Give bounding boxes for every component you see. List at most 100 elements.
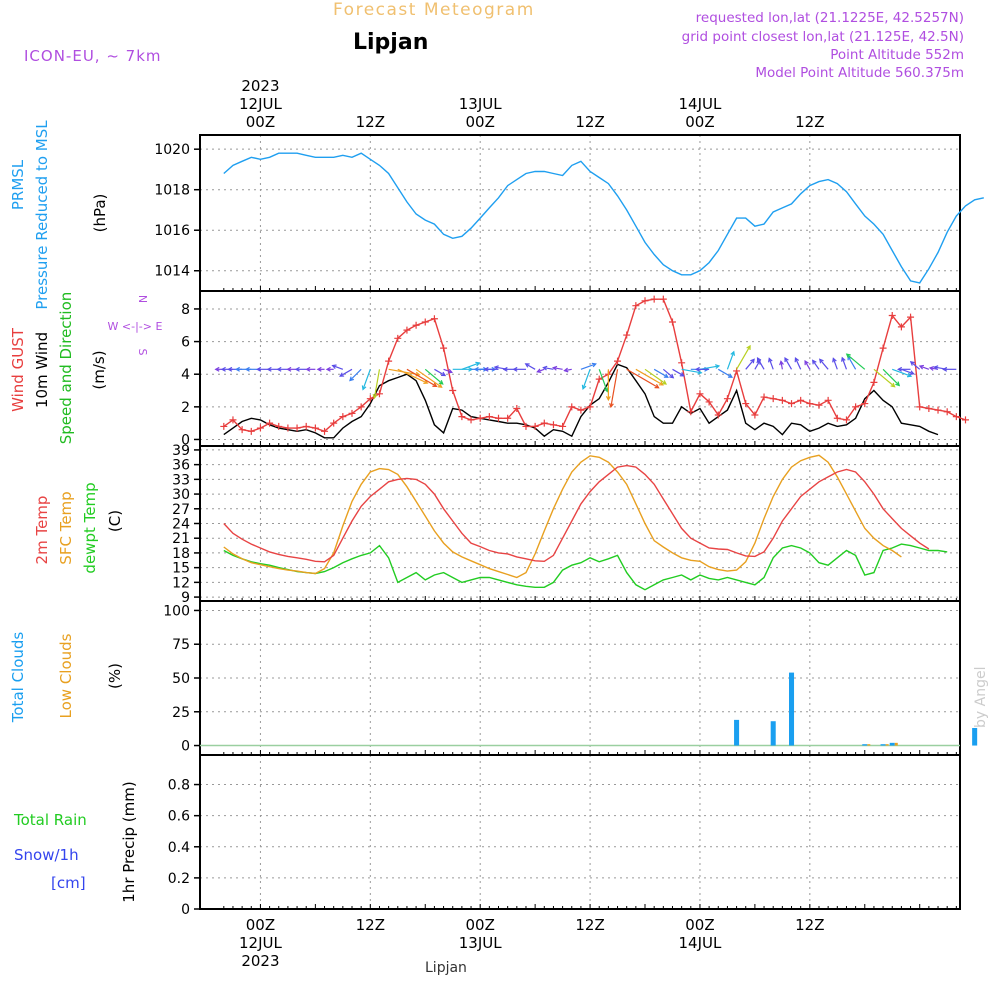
wind-arrow-head — [658, 381, 664, 386]
wind-arrow — [644, 368, 667, 385]
gust-marker — [247, 427, 255, 435]
wind-arrow-head — [768, 357, 773, 363]
wind-arrow-head — [756, 356, 762, 363]
gust-marker — [485, 413, 493, 421]
gust-marker — [568, 403, 576, 411]
time-label-bottom: 00Z — [466, 916, 495, 934]
y-tick-label: 0 — [181, 739, 190, 755]
wind-arrow — [582, 369, 591, 389]
wind-arrow — [745, 358, 755, 370]
low-cloud-bar — [885, 744, 889, 746]
total-cloud-bar — [889, 742, 895, 746]
gust-marker — [668, 318, 676, 326]
wind-arrow-head — [276, 366, 282, 372]
wind-arrow — [901, 368, 914, 375]
gust-marker — [421, 318, 429, 326]
label-cm: [cm] — [51, 874, 86, 892]
wind-arrow-head — [845, 353, 851, 359]
precip-panel: 0 0.2 0.4 0.6 0.8 — [168, 754, 961, 918]
wind-arrow — [406, 368, 437, 387]
label-dewpt-temp: dewpt Temp — [81, 482, 99, 573]
gust-marker — [897, 323, 905, 331]
y-tick-label: 2 — [181, 400, 190, 416]
gust-marker — [696, 390, 704, 398]
gust-marker — [632, 302, 640, 310]
gust-marker — [504, 414, 512, 422]
wind-arrow — [873, 368, 895, 388]
wind-arrow-head — [804, 360, 809, 366]
y-tick-label: 21 — [172, 531, 190, 547]
wind-arrow-head — [438, 380, 444, 385]
gust-marker — [760, 393, 768, 401]
wind-arrow-head — [812, 359, 817, 365]
wind-arrow — [832, 358, 838, 370]
gust-marker — [256, 424, 264, 432]
wind-arrow — [434, 368, 446, 376]
wind-arrow — [794, 357, 802, 370]
wind-arrow — [424, 368, 444, 385]
gust-marker — [467, 416, 475, 424]
gust-marker — [293, 424, 301, 432]
gust-marker — [403, 326, 411, 334]
gust-marker — [412, 321, 420, 329]
wind-arrow-head — [832, 357, 837, 363]
time-label-top: 12JUL — [239, 95, 282, 113]
gust-marker — [723, 395, 731, 403]
time-label-bottom: 14JUL — [679, 934, 722, 952]
wind-arrow-head — [591, 362, 597, 368]
wind-arrow — [443, 368, 453, 373]
y-tick-label: 1018 — [154, 183, 190, 199]
time-label-top: 00Z — [685, 113, 714, 131]
model-point-altitude: Model Point Altitude 560.375m — [755, 65, 964, 81]
gust-marker — [330, 419, 338, 427]
gust-marker — [495, 414, 503, 422]
wind-arrow-head — [909, 370, 915, 375]
gust-marker — [861, 400, 869, 408]
wind-arrow-head — [305, 366, 311, 372]
gust-marker — [961, 416, 969, 424]
gust-marker — [266, 419, 274, 427]
time-label-top: 2023 — [241, 77, 279, 95]
time-label-top: 00Z — [466, 113, 495, 131]
gust-marker — [366, 395, 374, 403]
gust-marker — [339, 413, 347, 421]
y-tick-label: 36 — [172, 458, 190, 474]
time-label-bottom: 12Z — [575, 916, 604, 934]
gust-marker — [476, 414, 484, 422]
label-celsius: (C) — [106, 510, 124, 532]
gust-marker — [229, 416, 237, 424]
label-precip-mm: 1hr Precip (mm) — [120, 781, 138, 902]
wind-arrow-head — [818, 358, 824, 364]
y-tick-label: 50 — [172, 671, 190, 687]
y-tick-label: 39 — [172, 443, 190, 459]
y-tick-label: 15 — [172, 561, 190, 577]
wind-arrow — [543, 366, 554, 370]
label-wind-gust: Wind GUST — [9, 327, 27, 412]
wind-arrow-head — [897, 366, 903, 372]
gust-marker — [394, 334, 402, 342]
gust-marker — [549, 421, 557, 429]
wind-panel: 0 2 4 6 8 — [181, 290, 969, 448]
y-tick-label: 1016 — [154, 223, 190, 239]
total-cloud-bar — [880, 744, 886, 746]
gust-marker — [714, 411, 722, 419]
gust-marker — [952, 413, 960, 421]
y-tick-label: 0.2 — [168, 871, 190, 887]
wind-arrow-head — [784, 356, 789, 363]
footer-location: Lipjan — [425, 960, 467, 976]
wind-arrow — [780, 361, 783, 370]
wind-arrow — [819, 358, 829, 370]
wind-arrow — [553, 367, 563, 370]
wind-arrow — [910, 361, 921, 370]
wind-arrow — [610, 369, 619, 408]
y-tick-label: 18 — [172, 546, 190, 562]
label-hpa: (hPa) — [91, 194, 109, 233]
wind-arrow-head — [727, 373, 734, 378]
wind-arrow-head — [214, 366, 220, 372]
y-tick-label: 0.4 — [168, 840, 190, 856]
time-label-bottom: 12JUL — [239, 934, 282, 952]
wind-arrow-head — [663, 373, 669, 378]
wind-arrow-head — [942, 366, 948, 372]
